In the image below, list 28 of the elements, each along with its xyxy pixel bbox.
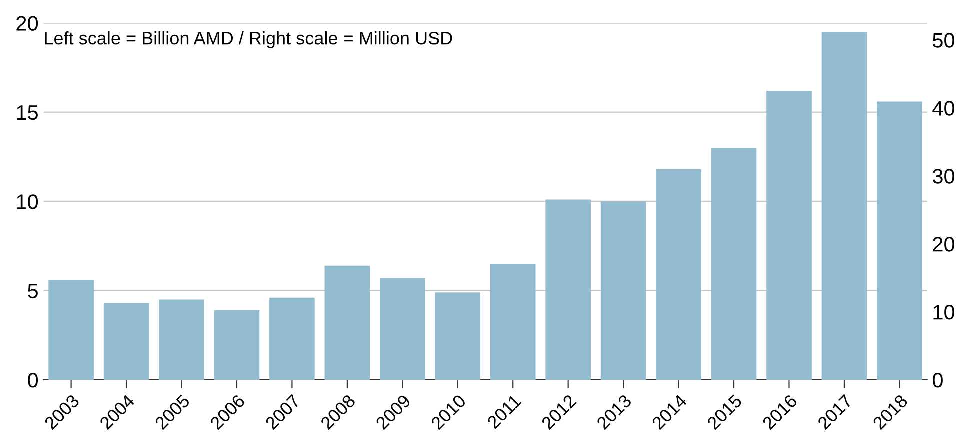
y2-tick-label: 0 [932,372,943,388]
y-tick-label: 15 [17,106,38,120]
bar [48,280,94,380]
bar [435,292,481,380]
y2-tick-label: 10 [934,305,955,320]
bar [104,303,150,380]
y-tick-label: 10 [17,194,38,210]
y-tick-label: 0 [28,372,38,388]
y2-tick-label: 30 [932,169,955,184]
bar [600,202,646,380]
bar [270,298,315,380]
annotation: Left scale = Billion AMD / Right scale = Million USD [45,32,452,48]
y-tick-label: 5 [28,284,38,299]
y2-tick-label: 40 [932,101,955,116]
y2-tick-label: 20 [933,237,955,252]
bar [159,300,204,380]
bar [490,264,536,380]
y-tick-label: 20 [16,16,38,31]
y2-tick-label: 50 [933,33,955,48]
bar [822,32,868,380]
bar [877,102,922,380]
bar [711,148,757,380]
bar [324,266,370,380]
bar [656,169,702,380]
bar [546,200,591,380]
bar [766,90,812,380]
bar [214,310,260,380]
bar [380,278,426,380]
